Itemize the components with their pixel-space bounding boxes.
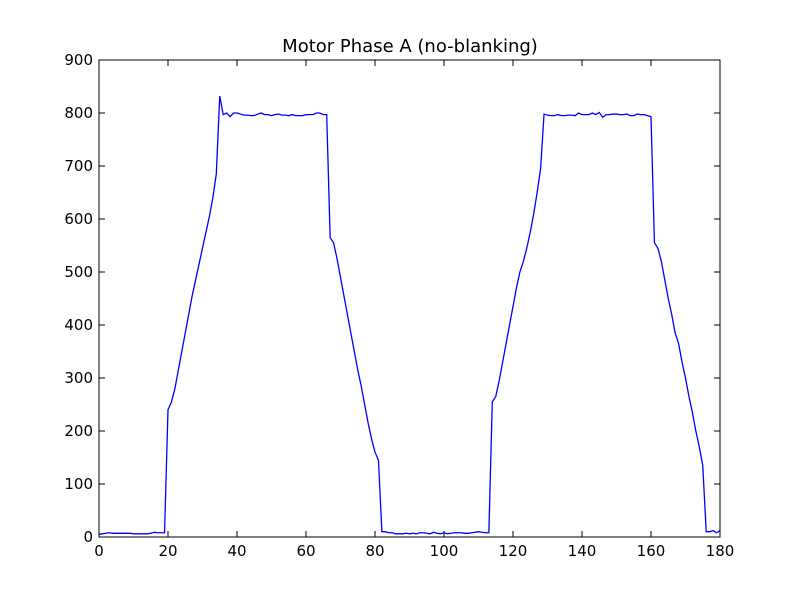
x-tick-label: 100 <box>430 542 459 560</box>
y-tick-label: 600 <box>64 210 93 228</box>
y-tick-label: 300 <box>64 369 93 387</box>
x-tick-label: 120 <box>499 542 528 560</box>
data-line <box>98 95 721 535</box>
x-tick-label: 20 <box>158 542 177 560</box>
x-tick-label: 0 <box>94 542 104 560</box>
y-tick-label: 900 <box>64 51 93 69</box>
y-tick-label: 0 <box>83 528 93 546</box>
x-tick-label: 40 <box>227 542 246 560</box>
plot-frame <box>98 59 721 538</box>
x-tick-label: 160 <box>637 542 666 560</box>
y-tick-label: 200 <box>64 422 93 440</box>
y-tick-label: 400 <box>64 316 93 334</box>
x-tick-label: 140 <box>568 542 597 560</box>
y-tick-label: 500 <box>64 263 93 281</box>
y-tick-label: 700 <box>64 157 93 175</box>
x-tick-label: 180 <box>706 542 735 560</box>
x-tick-label: 80 <box>365 542 384 560</box>
chart-title: Motor Phase A (no-blanking) <box>282 36 538 57</box>
y-tick-label: 800 <box>64 104 93 122</box>
y-tick-label: 100 <box>64 475 93 493</box>
x-tick-label: 60 <box>296 542 315 560</box>
